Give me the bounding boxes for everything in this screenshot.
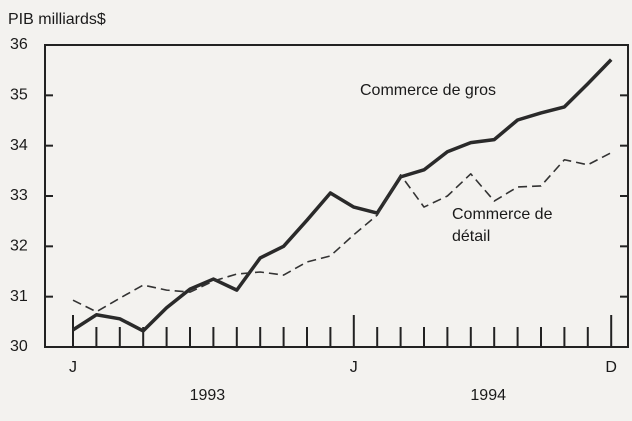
y-axis-label: PIB milliards$ bbox=[8, 11, 106, 28]
y-tick-label: 35 bbox=[10, 87, 28, 104]
y-tick-label: 32 bbox=[10, 238, 28, 255]
series-label: Commerce de détail bbox=[450, 204, 584, 248]
year-label: 1994 bbox=[470, 387, 506, 404]
y-tick-label: 36 bbox=[10, 36, 28, 53]
y-tick-label: 34 bbox=[10, 137, 28, 154]
y-tick-label: 30 bbox=[10, 338, 28, 355]
series-line bbox=[72, 58, 613, 333]
x-tick-label: J bbox=[69, 359, 77, 376]
y-tick-label: 33 bbox=[10, 187, 28, 204]
series-line bbox=[72, 152, 612, 313]
year-label: 1993 bbox=[190, 387, 226, 404]
series-label: Commerce de gros bbox=[358, 80, 562, 102]
x-tick-label: D bbox=[605, 359, 617, 376]
y-tick-label: 31 bbox=[10, 288, 28, 305]
x-tick-label: J bbox=[350, 359, 358, 376]
